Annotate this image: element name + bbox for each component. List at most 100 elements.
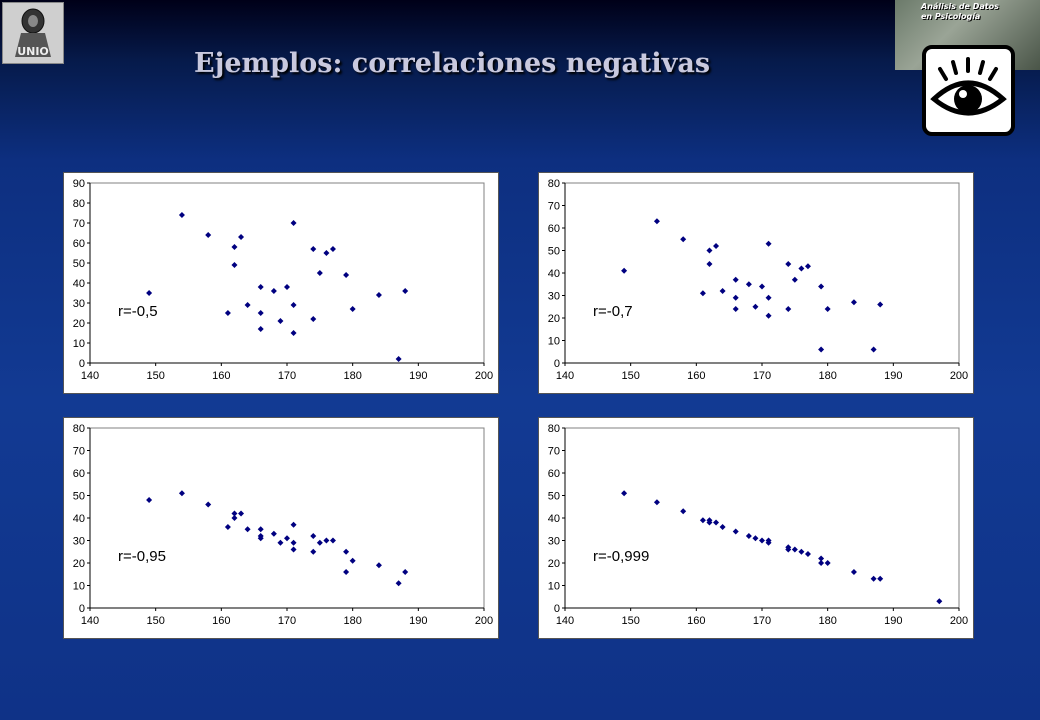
y-tick-label: 50 — [73, 491, 85, 503]
x-tick-label: 140 — [81, 615, 99, 627]
data-point — [257, 310, 264, 316]
data-point — [349, 557, 356, 564]
data-point — [290, 330, 297, 336]
data-point — [257, 535, 264, 542]
x-tick-label: 200 — [950, 615, 968, 627]
y-tick-label: 70 — [73, 218, 85, 230]
data-point — [316, 270, 323, 276]
data-point — [231, 262, 238, 268]
x-tick-label: 140 — [556, 615, 574, 627]
data-point — [818, 346, 825, 353]
plot-area — [89, 182, 485, 364]
correlation-label: r=-0,95 — [118, 548, 166, 565]
data-point — [732, 294, 739, 301]
data-point — [231, 244, 238, 250]
y-tick-label: 50 — [548, 246, 560, 258]
x-tick-label: 190 — [409, 615, 427, 627]
data-point — [818, 560, 825, 566]
data-point — [277, 318, 284, 324]
x-tick-label: 200 — [475, 615, 493, 627]
data-point — [706, 247, 713, 254]
data-point — [310, 533, 317, 539]
data-point — [719, 524, 726, 530]
data-point — [759, 537, 765, 544]
data-point — [270, 288, 277, 294]
data-point — [798, 548, 805, 555]
banner-line-1: Análisis de Datos — [921, 2, 999, 11]
x-tick-label: 180 — [343, 615, 361, 627]
x-tick-label: 180 — [818, 370, 836, 382]
data-point — [290, 220, 297, 226]
data-point — [877, 575, 884, 582]
data-point — [719, 288, 726, 294]
data-point — [765, 312, 772, 319]
data-point — [699, 290, 706, 297]
data-point — [257, 284, 264, 290]
correlation-label: r=-0,7 — [593, 303, 633, 320]
y-tick-label: 20 — [548, 313, 560, 325]
data-point — [699, 517, 706, 524]
y-tick-label: 0 — [79, 603, 85, 615]
data-point — [653, 499, 660, 506]
x-tick-label: 150 — [621, 615, 639, 627]
x-tick-label: 160 — [687, 615, 705, 627]
data-point — [818, 283, 825, 290]
data-point — [653, 218, 660, 225]
y-tick-label: 30 — [73, 536, 85, 548]
data-point — [224, 524, 231, 530]
eye-icon — [922, 45, 1015, 136]
data-point — [284, 535, 290, 542]
data-point — [798, 265, 805, 272]
y-tick-label: 20 — [73, 558, 85, 570]
data-point — [375, 562, 382, 569]
data-point — [257, 326, 264, 332]
logo-text: UNIO — [17, 45, 49, 58]
data-point — [290, 539, 297, 546]
y-tick-label: 30 — [548, 291, 560, 303]
data-point — [231, 515, 238, 521]
data-point — [146, 290, 153, 296]
data-point — [745, 281, 752, 288]
correlation-label: r=-0,999 — [593, 548, 649, 565]
data-point — [824, 306, 831, 312]
plot-area — [89, 427, 485, 609]
y-tick-label: 80 — [73, 423, 85, 435]
y-tick-label: 20 — [73, 318, 85, 330]
x-tick-label: 140 — [81, 370, 99, 382]
y-tick-label: 10 — [548, 581, 560, 593]
y-tick-label: 30 — [548, 536, 560, 548]
data-point — [765, 539, 772, 546]
data-point — [257, 526, 264, 533]
x-tick-label: 150 — [146, 370, 164, 382]
data-point — [870, 346, 877, 353]
scatter-chart-4: 0 10 20 30 40 50 60 70 80 140 150 160 170 180 190 200 r=… — [538, 417, 974, 639]
y-tick-label: 60 — [73, 238, 85, 250]
data-point — [759, 283, 765, 290]
data-point — [402, 569, 409, 575]
data-point — [205, 232, 212, 238]
data-point — [284, 284, 290, 290]
y-tick-label: 60 — [73, 468, 85, 480]
data-point — [402, 288, 409, 294]
y-tick-label: 70 — [548, 446, 560, 458]
data-point — [791, 546, 798, 553]
data-point — [343, 569, 350, 575]
data-point — [323, 537, 330, 544]
y-tick-label: 50 — [73, 258, 85, 270]
data-point — [270, 530, 277, 537]
x-tick-label: 170 — [278, 615, 296, 627]
university-logo: UNIO — [2, 2, 64, 64]
data-point — [244, 526, 251, 533]
data-point — [290, 546, 297, 553]
y-tick-label: 80 — [548, 178, 560, 190]
data-point — [310, 246, 317, 252]
data-point — [343, 272, 350, 278]
data-point — [713, 519, 720, 526]
data-point — [785, 546, 792, 553]
data-point — [818, 555, 825, 562]
data-point — [395, 356, 402, 362]
y-tick-label: 10 — [73, 338, 85, 350]
data-point — [244, 302, 251, 308]
y-tick-label: 90 — [73, 178, 85, 190]
y-tick-label: 40 — [548, 268, 560, 280]
